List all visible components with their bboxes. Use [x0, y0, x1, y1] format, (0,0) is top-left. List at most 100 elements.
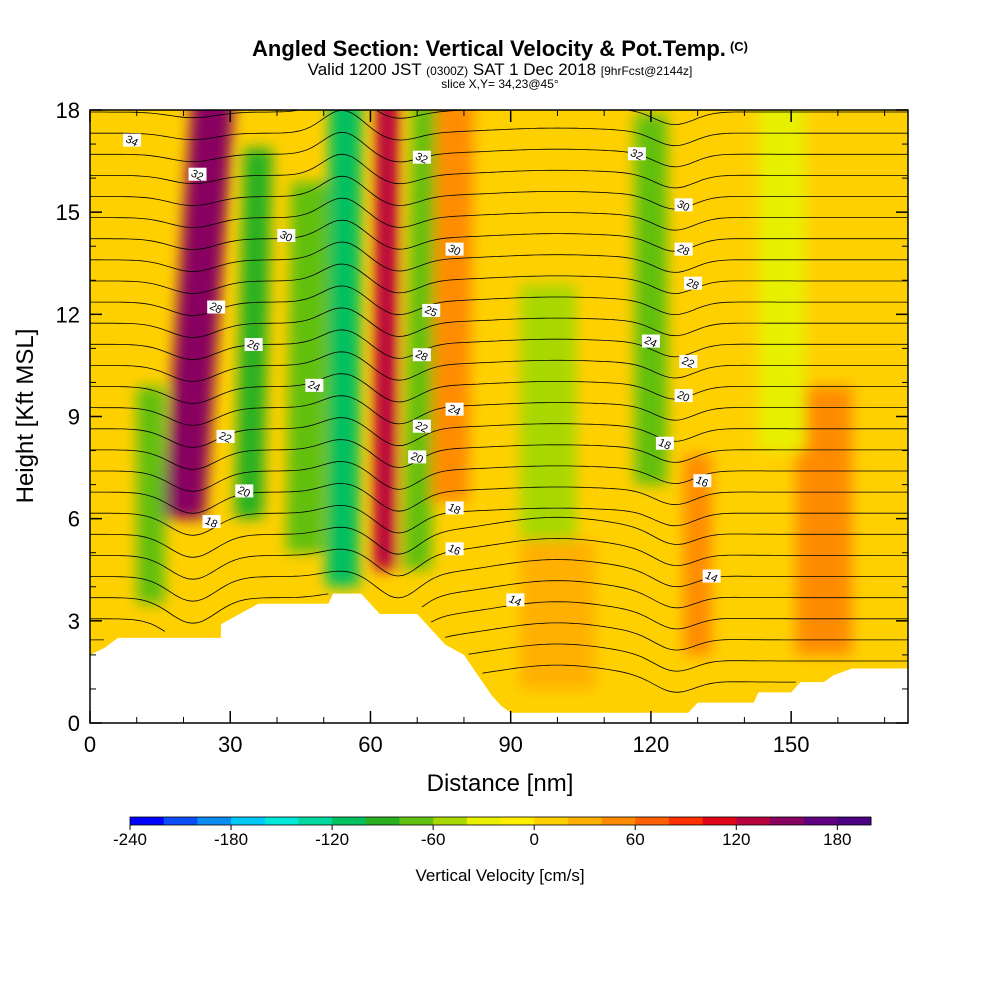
isentrope-line — [90, 153, 908, 189]
contour-label: 24 — [306, 379, 322, 395]
colorbar-tick-label: -120 — [315, 830, 349, 849]
contour-label: 14 — [507, 593, 523, 609]
contour-label-box — [244, 337, 263, 351]
isentrope-line — [90, 351, 908, 382]
colorbar-tick-label: -60 — [421, 830, 446, 849]
isentrope-line — [90, 580, 908, 624]
isentrope-line — [90, 45, 908, 83]
x-tick-label: 150 — [773, 732, 810, 757]
y-tick-label: 0 — [68, 711, 80, 736]
contour-label: 14 — [703, 569, 719, 585]
y-tick-label: 18 — [56, 98, 80, 123]
x-tick-label: 60 — [358, 732, 382, 757]
chart-title-unit: (C) — [729, 39, 748, 54]
contour-label-box — [408, 450, 427, 464]
colorbar-tick-label: 60 — [626, 830, 645, 849]
contour-label: 18 — [446, 501, 462, 517]
contour-label: 16 — [694, 474, 710, 490]
contour-label-box — [235, 484, 254, 498]
isentrope-line — [90, 110, 908, 147]
slice-info: slice X,Y= 34,23@45° — [441, 77, 559, 91]
contour-label-box — [627, 147, 646, 161]
isentrope-line — [90, 241, 908, 273]
chart-subtitle: Valid 1200 JST (0300Z) SAT 1 Dec 2018 [9… — [0, 60, 1000, 80]
isentrope-line — [90, 307, 908, 338]
contour-label: 32 — [189, 168, 205, 184]
contour-label-box — [641, 334, 660, 348]
contour-label: 25 — [423, 304, 439, 320]
valid-date: SAT 1 Dec 2018 — [472, 60, 597, 79]
axes: 0 30 60 90 120 150 0 3 6 9 12 15 18 — [56, 98, 908, 757]
contour-label: 18 — [203, 515, 219, 531]
isentrope-line — [90, 373, 908, 404]
isentrope-line — [468, 643, 908, 672]
contour-label-box — [277, 229, 296, 243]
contour-label: 22 — [217, 430, 233, 446]
isentrope-line — [90, 175, 908, 210]
contour-label: 28 — [208, 300, 224, 316]
colorbar: -240 -180 -120 -60 0 60 120 180 — [113, 816, 872, 849]
terrain — [90, 593, 908, 723]
isentrope-line — [90, 461, 908, 492]
velocity-band — [520, 539, 595, 689]
colorbar-swatch — [466, 817, 501, 825]
contour-label: 26 — [245, 338, 261, 354]
colorbar-swatch — [567, 817, 603, 825]
contour-label-box — [422, 303, 441, 317]
colorbar-swatch — [264, 817, 299, 825]
contour-label-box — [412, 150, 431, 164]
contour-label-box — [674, 389, 693, 403]
contour-label-box — [679, 355, 698, 369]
chart-title: Angled Section: Vertical Velocity & Pot.… — [0, 36, 1000, 62]
contour-label-box — [674, 242, 693, 256]
velocity-band — [634, 114, 668, 485]
contour-label-box — [445, 242, 464, 256]
colorbar-swatch — [399, 817, 434, 825]
velocity-band — [136, 386, 165, 604]
isentrope-line — [90, 131, 908, 168]
y-tick-label: 6 — [68, 507, 80, 532]
contour-label-box — [305, 378, 324, 392]
velocity-band — [758, 110, 806, 451]
colorbar-tick-label: -180 — [214, 830, 248, 849]
x-tick-label: 30 — [218, 732, 242, 757]
contour-label-box — [445, 402, 464, 416]
y-axis-label: Height [Kft MSL] — [12, 329, 39, 504]
contour-label: 28 — [675, 243, 691, 259]
isentrope-line — [90, 559, 908, 602]
colorbar-swatch — [837, 817, 872, 825]
contour-label-box — [202, 515, 221, 529]
isentrope-line — [90, 505, 908, 536]
isentrope-line — [90, 537, 908, 580]
colorbar-tick-label: 0 — [529, 830, 538, 849]
isentrope-line — [90, 439, 908, 470]
contour-label-box — [683, 276, 702, 290]
velocity-band — [234, 148, 273, 519]
colorbar-swatch — [803, 817, 838, 825]
colorbar-swatch — [500, 817, 535, 825]
x-tick-label: 90 — [498, 732, 522, 757]
contour-label-box — [506, 593, 525, 607]
contour-label: 20 — [675, 389, 691, 405]
colorbar-swatch — [668, 817, 704, 825]
y-tick-label: 9 — [68, 405, 80, 430]
isentrope-line — [90, 483, 908, 514]
velocity-band — [520, 284, 577, 553]
colorbar-swatch — [197, 817, 232, 825]
colorbar-swatch — [130, 817, 165, 825]
y-tick-label: 3 — [68, 609, 80, 634]
colorbar-swatch — [736, 817, 771, 825]
valid-time: Valid 1200 JST — [307, 60, 422, 79]
colorbar-swatch — [635, 817, 670, 825]
valid-time-utc: (0300Z) — [426, 64, 469, 78]
velocity-band — [431, 110, 474, 502]
contour-label-box — [188, 167, 207, 181]
contour-label-box — [674, 198, 693, 212]
contour-label-box — [412, 419, 431, 433]
colorbar-tick-label: -240 — [113, 830, 147, 849]
colorbar-swatch — [365, 817, 400, 825]
contour-label-box — [445, 501, 464, 515]
contour-label: 30 — [278, 229, 294, 245]
contour-label: 18 — [656, 437, 672, 453]
isentrope-line — [90, 219, 908, 252]
